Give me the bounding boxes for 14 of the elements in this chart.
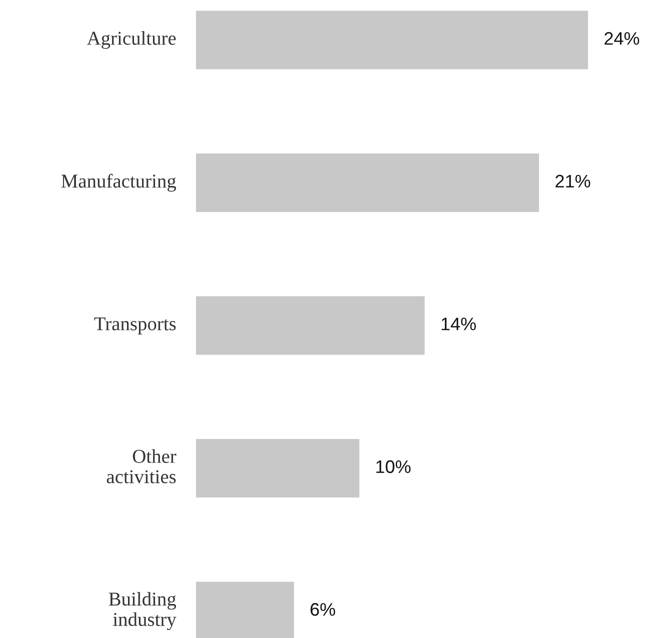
data-label: 6%	[310, 603, 336, 616]
y-tick-label: Agriculture	[86, 31, 176, 49]
data-label: 24%	[604, 32, 640, 45]
y-tick-label: Building industry	[108, 592, 176, 630]
data-label: 21%	[556, 174, 590, 188]
data-label: 14%	[442, 318, 476, 330]
y-tick-label: Manufacturing	[61, 174, 176, 192]
data-label: 10%	[376, 460, 411, 474]
y-tick-label: Transports	[94, 317, 176, 334]
bar	[196, 10, 588, 70]
bar	[196, 438, 360, 498]
bar	[196, 296, 425, 355]
bar	[196, 153, 539, 212]
y-tick-label: Other activities	[106, 449, 176, 484]
